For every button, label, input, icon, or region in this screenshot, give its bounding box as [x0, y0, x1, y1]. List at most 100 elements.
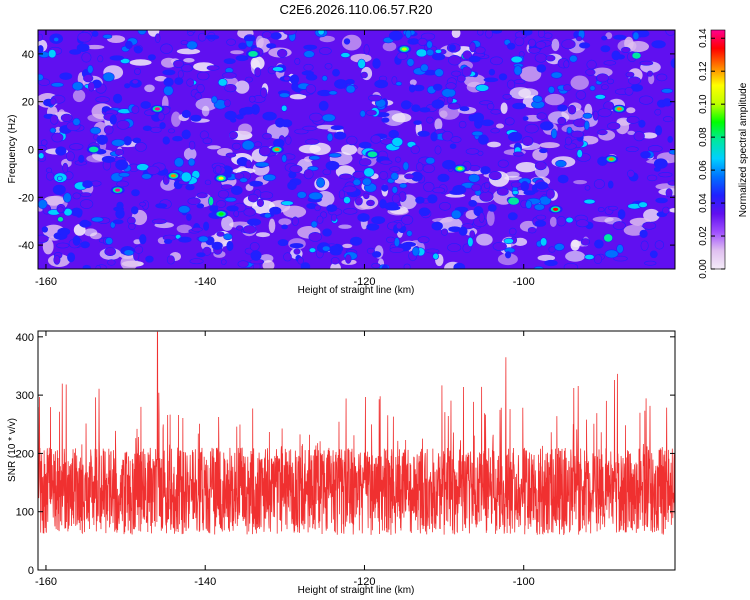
heatmap-blob: [139, 234, 147, 245]
heatmap-blob: [71, 81, 84, 91]
heatmap-blob: [471, 130, 484, 137]
snr-ytick-label: 300: [16, 390, 34, 402]
heatmap-blob: [371, 216, 386, 224]
heatmap-peak: [608, 157, 614, 161]
heatmap-ytick-label: -40: [18, 240, 34, 252]
heatmap-blob: [597, 207, 605, 213]
heatmap-blob: [76, 43, 90, 53]
heatmap-blob: [456, 74, 466, 83]
heatmap-blob: [363, 44, 370, 55]
heatmap-blob: [305, 73, 318, 81]
heatmap-blob: [447, 243, 462, 252]
heatmap-blob: [115, 208, 125, 219]
heatmap-blob: [576, 149, 583, 158]
heatmap-blob: [520, 181, 529, 192]
heatmap-blob: [427, 194, 438, 204]
heatmap-blob: [432, 53, 446, 61]
heatmap-blob: [537, 30, 546, 38]
colorbar-tick-label: 0.04: [698, 193, 709, 213]
heatmap-blob: [474, 46, 486, 55]
heatmap-blob: [525, 200, 533, 209]
heatmap-blob: [569, 54, 578, 63]
heatmap-peak: [154, 107, 160, 111]
heatmap-blob: [345, 254, 352, 264]
heatmap-blob: [131, 105, 140, 114]
heatmap-blob: [433, 83, 443, 91]
heatmap-peak: [369, 152, 375, 156]
heatmap-blob: [626, 169, 635, 178]
heatmap-blob: [260, 87, 268, 98]
heatmap-blob: [453, 262, 466, 269]
heatmap-blob: [625, 146, 639, 152]
heatmap-blob: [544, 259, 558, 267]
heatmap-blob: [254, 67, 262, 77]
heatmap-blob: [281, 154, 288, 163]
heatmap-blob: [60, 113, 73, 122]
heatmap-texture: [432, 217, 453, 223]
heatmap-blob: [293, 248, 301, 255]
snr-ytick-label: 100: [16, 507, 34, 519]
heatmap-blob: [498, 73, 508, 81]
heatmap-blob: [665, 188, 673, 198]
heatmap-blob: [231, 185, 243, 195]
heatmap-texture: [341, 144, 358, 155]
snr-ticks: -160 -140 -120 -100 0 100 200 300 400: [16, 331, 675, 588]
heatmap-texture: [338, 224, 352, 229]
snr-xtick-label: -100: [513, 576, 535, 588]
heatmap-peak: [115, 188, 121, 192]
heatmap-texture: [129, 59, 152, 66]
heatmap-blob: [82, 180, 93, 189]
heatmap-blob: [416, 162, 424, 172]
heatmap-blob: [646, 174, 658, 182]
heatmap-blob: [163, 238, 173, 244]
heatmap-blob: [366, 199, 375, 207]
heatmap-blob: [539, 237, 548, 247]
heatmap-blob: [194, 92, 202, 100]
heatmap-blob: [557, 116, 567, 126]
heatmap-blob: [305, 138, 320, 145]
heatmap-blob: [109, 55, 125, 61]
heatmap-blob: [490, 109, 502, 115]
heatmap-blob: [225, 152, 237, 158]
heatmap-blob: [146, 165, 160, 175]
snr-frame: [37, 330, 676, 571]
heatmap-xtick-label: -140: [194, 276, 216, 288]
heatmap-blob: [229, 131, 239, 140]
heatmap-blob: [247, 218, 262, 226]
snr-ytick-label: 200: [16, 448, 34, 460]
heatmap-blob: [496, 187, 509, 196]
heatmap-blob: [477, 134, 489, 145]
heatmap-blob: [371, 262, 381, 269]
heatmap-blob: [468, 199, 478, 207]
heatmap-blob: [280, 119, 293, 128]
heatmap-blob: [134, 68, 141, 76]
heatmap-blob: [222, 72, 237, 79]
heatmap-blob: [291, 216, 299, 226]
heatmap-blob: [507, 131, 523, 142]
heatmap-blob: [546, 188, 555, 199]
heatmap-texture: [627, 130, 636, 135]
heatmap-blob: [514, 36, 525, 47]
heatmap-blob: [168, 128, 176, 134]
heatmap-ticks: -160 -140 -120 -100 -40 -20 0 20 40: [18, 30, 675, 288]
heatmap-blob: [654, 240, 665, 250]
heatmap-texture: [234, 80, 250, 94]
snr-series-line: [38, 331, 675, 535]
heatmap-blob: [346, 135, 358, 146]
heatmap-texture: [497, 253, 518, 266]
heatmap-texture: [133, 239, 142, 245]
heatmap-blob: [417, 130, 430, 137]
heatmap-blob: [390, 172, 399, 181]
heatmap-blob: [616, 244, 624, 254]
heatmap-blob: [441, 88, 456, 98]
heatmap-blob: [354, 196, 363, 206]
heatmap-blob: [112, 219, 124, 225]
heatmap-blob: [249, 242, 260, 252]
heatmap-blob: [321, 113, 336, 122]
heatmap-blob: [483, 77, 499, 83]
heatmap-blob: [137, 30, 147, 35]
heatmap-texture: [486, 210, 495, 226]
heatmap-blob: [417, 236, 430, 244]
heatmap-blob: [105, 237, 114, 245]
heatmap-blob: [646, 70, 653, 77]
